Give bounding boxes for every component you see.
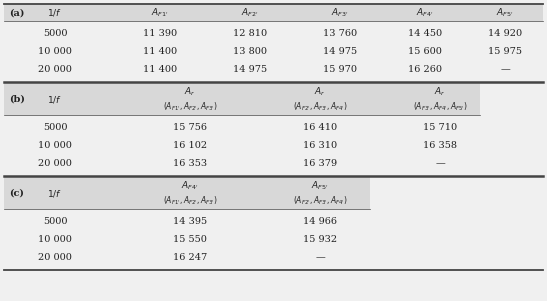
Bar bbox=[4, 176, 370, 209]
Text: 5000: 5000 bbox=[43, 123, 67, 132]
Text: 10 000: 10 000 bbox=[38, 235, 72, 244]
Text: 5000: 5000 bbox=[43, 218, 67, 226]
Text: 16 353: 16 353 bbox=[173, 160, 207, 169]
Text: $(A_{F1'}, A_{F2'}, A_{F3'})$: $(A_{F1'}, A_{F2'}, A_{F3'})$ bbox=[162, 195, 217, 207]
Text: 16 247: 16 247 bbox=[173, 253, 207, 262]
Text: 15 600: 15 600 bbox=[408, 48, 442, 57]
Text: 13 800: 13 800 bbox=[233, 48, 267, 57]
Text: (c): (c) bbox=[9, 189, 25, 198]
Text: $A_{F5'}$: $A_{F5'}$ bbox=[311, 180, 329, 192]
Text: $A_r$: $A_r$ bbox=[184, 86, 196, 98]
Text: 13 760: 13 760 bbox=[323, 29, 357, 39]
Text: 5000: 5000 bbox=[43, 29, 67, 39]
Text: $(A_{F2'}, A_{F3'}, A_{F4'})$: $(A_{F2'}, A_{F3'}, A_{F4'})$ bbox=[293, 101, 347, 113]
Text: $A_{F1'}$: $A_{F1'}$ bbox=[152, 7, 168, 19]
Text: $1/f$: $1/f$ bbox=[48, 94, 62, 105]
Text: $A_r$: $A_r$ bbox=[434, 86, 446, 98]
Text: 15 550: 15 550 bbox=[173, 235, 207, 244]
Text: $1/f$: $1/f$ bbox=[48, 188, 62, 199]
Text: —: — bbox=[435, 160, 445, 169]
Text: —: — bbox=[315, 253, 325, 262]
Text: $(A_{F3'}, A_{F4'}, A_{F5'})$: $(A_{F3'}, A_{F4'}, A_{F5'})$ bbox=[412, 101, 467, 113]
Text: 16 358: 16 358 bbox=[423, 141, 457, 150]
Text: 20 000: 20 000 bbox=[38, 253, 72, 262]
Text: $A_r$: $A_r$ bbox=[314, 86, 326, 98]
Text: 16 410: 16 410 bbox=[303, 123, 337, 132]
Text: 15 932: 15 932 bbox=[303, 235, 337, 244]
Text: 14 395: 14 395 bbox=[173, 218, 207, 226]
Text: 10 000: 10 000 bbox=[38, 141, 72, 150]
Text: 15 710: 15 710 bbox=[423, 123, 457, 132]
Text: 14 920: 14 920 bbox=[488, 29, 522, 39]
Text: 11 400: 11 400 bbox=[143, 66, 177, 75]
Text: 16 310: 16 310 bbox=[303, 141, 337, 150]
Text: (b): (b) bbox=[9, 95, 25, 104]
Text: 20 000: 20 000 bbox=[38, 160, 72, 169]
Text: $A_{F4'}$: $A_{F4'}$ bbox=[416, 7, 434, 19]
Text: $(A_{F1'}, A_{F2'}, A_{F3'})$: $(A_{F1'}, A_{F2'}, A_{F3'})$ bbox=[162, 101, 217, 113]
Text: 14 975: 14 975 bbox=[323, 48, 357, 57]
Bar bbox=[4, 4, 543, 21]
Text: 15 975: 15 975 bbox=[488, 48, 522, 57]
Text: 16 379: 16 379 bbox=[303, 160, 337, 169]
Text: $A_{F3'}$: $A_{F3'}$ bbox=[331, 7, 349, 19]
Text: $A_{F5'}$: $A_{F5'}$ bbox=[496, 7, 514, 19]
Text: (a): (a) bbox=[9, 8, 25, 17]
Text: $A_{F2'}$: $A_{F2'}$ bbox=[241, 7, 259, 19]
Text: $(A_{F2'}, A_{F3'}, A_{F4'})$: $(A_{F2'}, A_{F3'}, A_{F4'})$ bbox=[293, 195, 347, 207]
Text: 14 975: 14 975 bbox=[233, 66, 267, 75]
Text: —: — bbox=[500, 66, 510, 75]
Text: 16 102: 16 102 bbox=[173, 141, 207, 150]
Text: 10 000: 10 000 bbox=[38, 48, 72, 57]
Text: 15 756: 15 756 bbox=[173, 123, 207, 132]
Text: $1/f$: $1/f$ bbox=[48, 8, 62, 18]
Text: 20 000: 20 000 bbox=[38, 66, 72, 75]
Text: $A_{F4'}$: $A_{F4'}$ bbox=[181, 180, 199, 192]
Bar bbox=[4, 82, 480, 115]
Text: 14 966: 14 966 bbox=[303, 218, 337, 226]
Text: 16 260: 16 260 bbox=[408, 66, 442, 75]
Text: 14 450: 14 450 bbox=[408, 29, 442, 39]
Text: 12 810: 12 810 bbox=[233, 29, 267, 39]
Text: 11 400: 11 400 bbox=[143, 48, 177, 57]
Text: 11 390: 11 390 bbox=[143, 29, 177, 39]
Text: 15 970: 15 970 bbox=[323, 66, 357, 75]
